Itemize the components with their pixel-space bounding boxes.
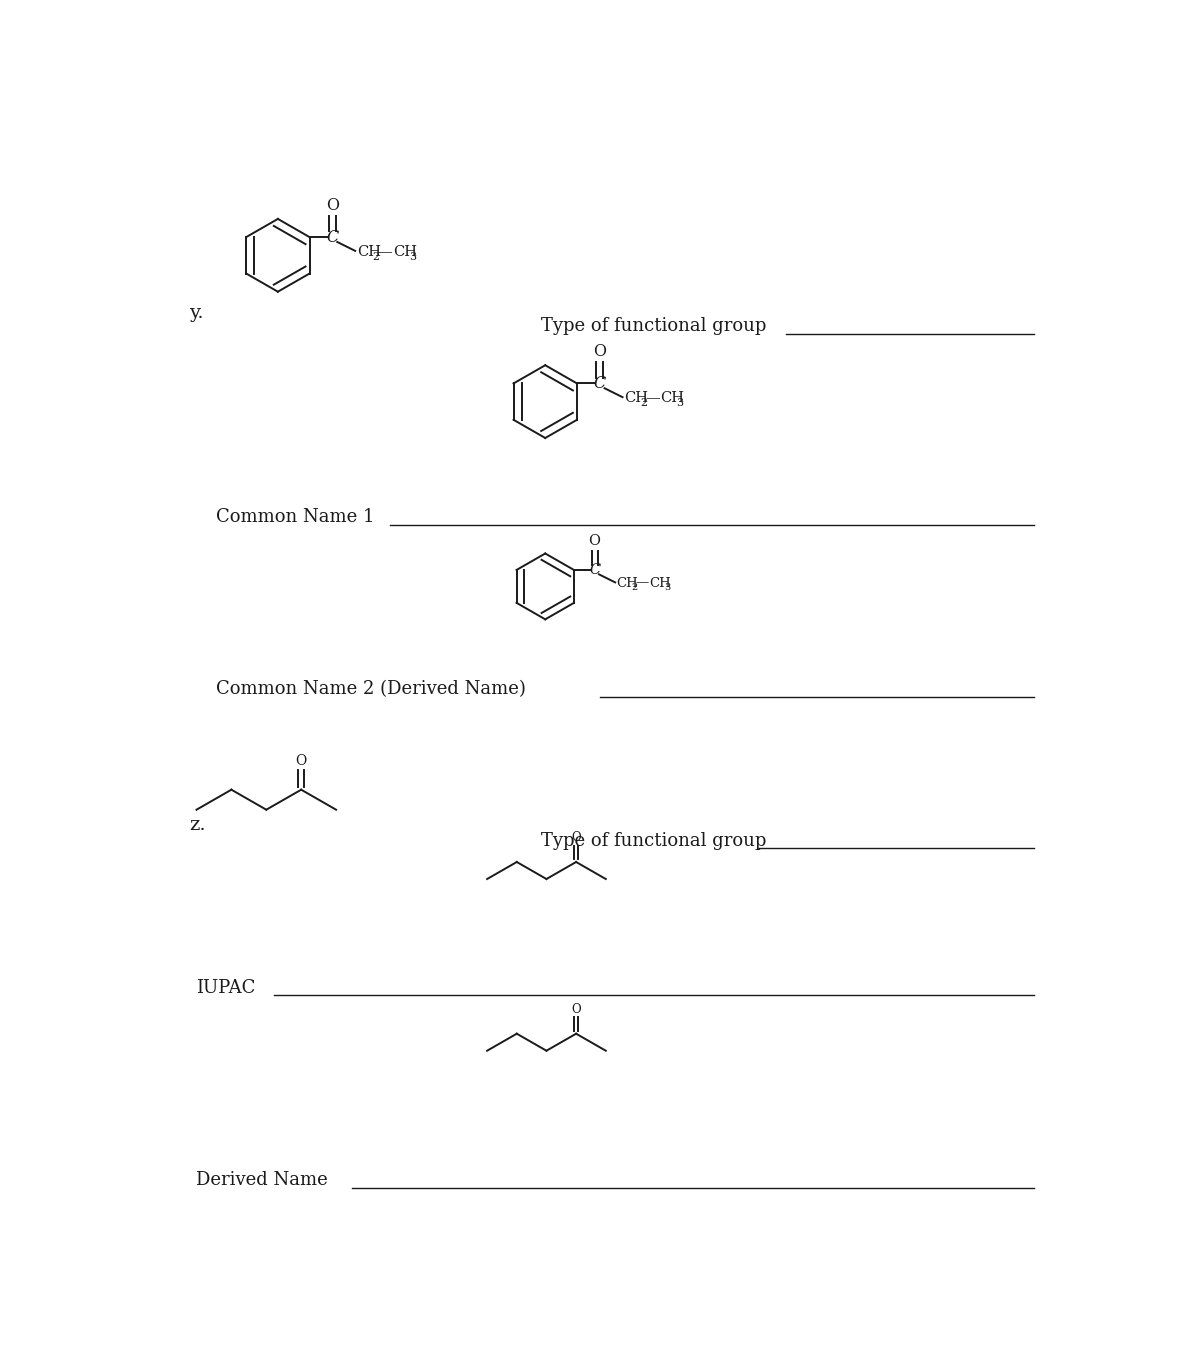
Text: z.: z. (188, 816, 205, 835)
Text: CH: CH (649, 577, 671, 589)
Text: 3: 3 (409, 252, 416, 262)
Text: CH: CH (356, 244, 380, 259)
Text: CH: CH (617, 577, 638, 589)
Text: O: O (589, 535, 600, 548)
Text: —: — (378, 244, 392, 259)
Text: CH: CH (624, 391, 648, 405)
Text: Type of functional group: Type of functional group (541, 832, 767, 850)
Text: Common Name 2 (Derived Name): Common Name 2 (Derived Name) (216, 679, 526, 698)
Text: C: C (594, 375, 606, 391)
Text: 3: 3 (677, 398, 683, 408)
Text: —: — (644, 391, 660, 405)
Text: O: O (295, 754, 307, 768)
Text: O: O (571, 831, 581, 844)
Text: CH: CH (660, 391, 684, 405)
Text: C: C (326, 229, 338, 246)
Text: O: O (571, 1003, 581, 1016)
Text: O: O (326, 196, 338, 214)
Text: C: C (589, 563, 600, 577)
Text: CH: CH (392, 244, 416, 259)
Text: 2: 2 (373, 252, 379, 262)
Text: Derived Name: Derived Name (197, 1172, 329, 1189)
Text: Type of functional group: Type of functional group (541, 318, 767, 336)
Text: y.: y. (188, 304, 203, 322)
Text: 2: 2 (640, 398, 647, 408)
Text: O: O (593, 344, 606, 360)
Text: —: — (636, 577, 649, 589)
Text: 3: 3 (664, 584, 670, 592)
Text: 2: 2 (631, 584, 637, 592)
Text: IUPAC: IUPAC (197, 978, 256, 997)
Text: Common Name 1: Common Name 1 (216, 509, 374, 527)
